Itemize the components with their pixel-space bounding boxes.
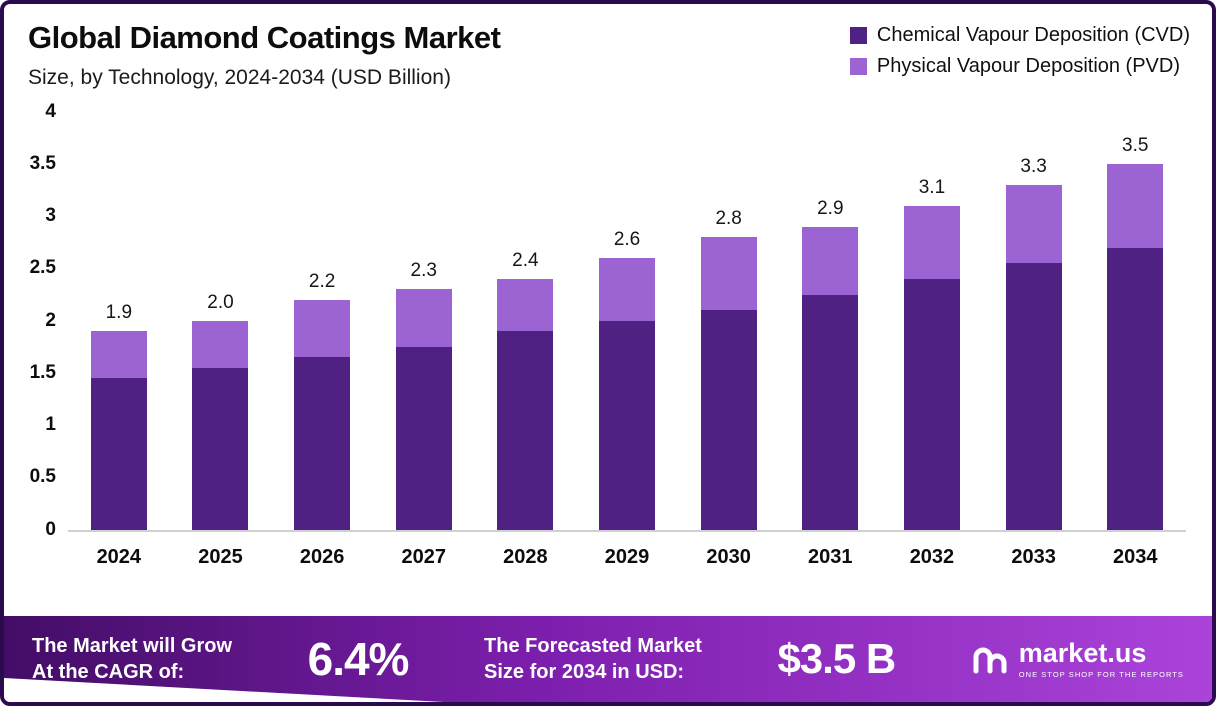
bar-group: 1.9 bbox=[68, 112, 170, 530]
plot-area: 1.9 2.0 2.2 2.3 2.4 2.6 2.8 2.9 3.1 3.3 3.5 bbox=[68, 112, 1186, 532]
bar-total-label: 2.3 bbox=[410, 260, 437, 282]
bar-total-label: 3.5 bbox=[1122, 134, 1149, 156]
stacked-bar-chart: 4 3.5 3 2.5 2 1.5 1 0.5 0 1.9 2.0 2.2 2.3 2.4 2.6 2.8 2… bbox=[20, 101, 1186, 569]
y-tick-label: 1 bbox=[45, 414, 56, 436]
bar-segment-pvd bbox=[90, 331, 147, 379]
bar-segment-pvd bbox=[700, 237, 757, 311]
bar-group: 2.2 bbox=[271, 112, 373, 530]
y-tick-label: 3 bbox=[45, 205, 56, 227]
bar-segment-pvd bbox=[802, 226, 859, 295]
forecast-value: $3.5 B bbox=[777, 635, 896, 682]
bar-segment-cvd bbox=[599, 320, 656, 530]
legend-swatch bbox=[849, 27, 867, 44]
x-axis-label: 2029 bbox=[604, 545, 650, 568]
bar-group: 3.3 bbox=[983, 112, 1085, 530]
bar-segment-cvd bbox=[1005, 263, 1062, 530]
bar-total-label: 2.0 bbox=[207, 291, 234, 313]
bar-segment-cvd bbox=[700, 310, 757, 530]
brand: market.us ONE STOP SHOP FOR THE REPORTS bbox=[971, 637, 1184, 679]
bar-total-label: 2.4 bbox=[512, 249, 539, 271]
bar-group: 2.6 bbox=[576, 112, 678, 530]
legend: Chemical Vapour Deposition (CVD) Physical… bbox=[849, 20, 1190, 78]
y-tick-label: 3.5 bbox=[29, 152, 56, 174]
legend-item: Chemical Vapour Deposition (CVD) bbox=[849, 24, 1190, 47]
x-axis-label: 2028 bbox=[503, 545, 548, 568]
x-axis-label: 2034 bbox=[1112, 545, 1158, 568]
bar-segment-cvd bbox=[90, 378, 147, 530]
bar-segment-cvd bbox=[802, 294, 859, 530]
bar-total-label: 3.1 bbox=[918, 176, 946, 198]
bar-group: 2.3 bbox=[373, 112, 475, 530]
cagr-label: The Market will Grow At the CAGR of: bbox=[32, 635, 233, 683]
bar-segment-cvd bbox=[903, 278, 960, 530]
y-tick-label: 2 bbox=[45, 309, 56, 331]
brand-tagline: ONE STOP SHOP FOR THE REPORTS bbox=[1018, 669, 1184, 679]
market-us-logo-icon bbox=[973, 647, 1007, 674]
forecast-label: The Forecasted Market Size for 2034 in U… bbox=[484, 635, 702, 683]
y-tick-label: 0 bbox=[45, 518, 56, 540]
y-tick-label: 1.5 bbox=[29, 361, 56, 383]
bar-segment-cvd bbox=[294, 357, 351, 530]
legend-item: Physical Vapour Deposition (PVD) bbox=[849, 55, 1190, 78]
bar-total-label: 2.9 bbox=[817, 197, 844, 219]
bar-segment-pvd bbox=[599, 257, 656, 321]
x-axis-label: 2024 bbox=[96, 545, 142, 568]
bar-segment-pvd bbox=[1005, 184, 1062, 264]
y-tick-label: 0.5 bbox=[29, 466, 56, 488]
chart-title: Global Diamond Coatings Market bbox=[28, 20, 501, 55]
x-axis-label: 2031 bbox=[808, 545, 853, 568]
bar-segment-pvd bbox=[1107, 163, 1164, 248]
bar-group: 2.0 bbox=[170, 112, 272, 530]
bar-total-label: 3.3 bbox=[1020, 155, 1047, 177]
x-axis-label: 2026 bbox=[299, 545, 345, 568]
plot-wrap: 1.9 2.0 2.2 2.3 2.4 2.6 2.8 2.9 3.1 3.3 3.5 2024 20… bbox=[68, 112, 1186, 569]
bar-segment-pvd bbox=[395, 289, 452, 347]
bar-segment-pvd bbox=[903, 205, 960, 279]
bar-total-label: 2.6 bbox=[613, 228, 641, 250]
bar-segment-cvd bbox=[1107, 247, 1164, 530]
bar-group: 2.4 bbox=[475, 112, 577, 530]
bar-segment-pvd bbox=[294, 299, 351, 358]
y-tick-label: 4 bbox=[45, 100, 56, 122]
chart-subtitle: Size, by Technology, 2024-2034 (USD Bill… bbox=[28, 65, 451, 89]
x-axis-label: 2033 bbox=[1011, 545, 1056, 568]
bar-group: 2.9 bbox=[779, 112, 881, 530]
bar-segment-pvd bbox=[192, 320, 249, 368]
cagr-value: 6.4% bbox=[307, 633, 410, 685]
bar-total-label: 2.8 bbox=[715, 208, 742, 230]
brand-name: market.us bbox=[1018, 637, 1147, 668]
y-tick-label: 2.5 bbox=[29, 257, 56, 279]
y-axis: 4 3.5 3 2.5 2 1.5 1 0.5 0 bbox=[20, 101, 68, 540]
bar-group: 3.5 bbox=[1084, 112, 1186, 530]
x-axis-label: 2030 bbox=[706, 545, 751, 568]
legend-swatch bbox=[849, 58, 867, 75]
bar-total-label: 2.2 bbox=[308, 270, 336, 292]
x-axis-label: 2025 bbox=[198, 545, 243, 568]
title-block: Global Diamond Coatings Market Size, by … bbox=[28, 20, 501, 90]
legend-label: Chemical Vapour Deposition (CVD) bbox=[876, 24, 1190, 46]
bar-segment-pvd bbox=[497, 278, 554, 332]
x-axis-label: 2032 bbox=[909, 545, 955, 568]
bar-segment-cvd bbox=[192, 367, 249, 530]
bar-total-label: 1.9 bbox=[105, 302, 133, 324]
bar-segment-cvd bbox=[497, 331, 554, 530]
brand-text: market.us ONE STOP SHOP FOR THE REPORTS bbox=[1018, 637, 1184, 679]
header: Global Diamond Coatings Market Size, by … bbox=[4, 4, 1212, 90]
bar-segment-cvd bbox=[395, 346, 452, 530]
legend-label: Physical Vapour Deposition (PVD) bbox=[876, 55, 1181, 77]
footer-banner: The Market will Grow At the CAGR of: 6.4… bbox=[4, 616, 1212, 702]
x-axis-label: 2027 bbox=[401, 545, 446, 568]
x-axis-labels: 2024 2025 2026 2027 2028 2029 2030 2031 2032 2033… bbox=[68, 546, 1186, 569]
bar-group: 2.8 bbox=[678, 112, 780, 530]
bar-group: 3.1 bbox=[881, 112, 983, 530]
